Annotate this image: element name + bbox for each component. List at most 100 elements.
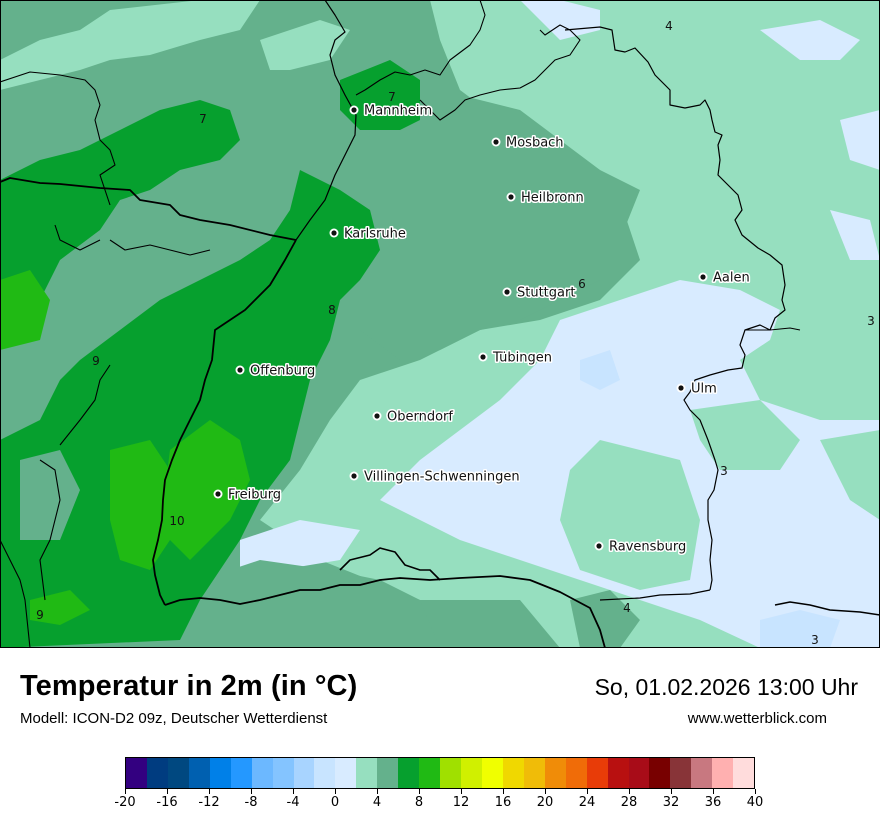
contour-label: 3 — [811, 633, 819, 647]
colorbar-segment — [440, 758, 461, 788]
colorbar-segment — [230, 758, 252, 788]
border-schaffhausen — [339, 547, 441, 581]
colorbar-tick — [124, 789, 126, 794]
colorbar-tick — [586, 789, 588, 794]
colorbar-tick — [250, 789, 252, 794]
temp-field-0-2-n — [520, 0, 600, 40]
colorbar-segment — [272, 758, 294, 788]
city-marker[interactable]: Freiburg — [213, 486, 283, 504]
city-label: Ravensburg — [609, 540, 686, 555]
city-dot-icon — [331, 230, 337, 236]
border-lake — [599, 589, 711, 601]
contour-label: 3 — [867, 314, 875, 328]
colorbar-ticks: -20 -16 -12 -8 -4 0 4 8 12 16 20 24 28 32 36 40 — [114, 789, 763, 819]
colorbar-segment — [126, 758, 147, 788]
border-hessen-2 — [419, 24, 581, 121]
temp-field-10-12 — [165, 420, 250, 560]
city-dot-icon — [351, 473, 357, 479]
city-label: Tübingen — [492, 351, 552, 366]
colorbar-tick — [544, 789, 546, 794]
city-marker[interactable]: Tübingen — [478, 349, 554, 367]
colorbar-segment — [167, 758, 189, 788]
colorbar-segment — [712, 758, 734, 788]
colorbar-tick — [334, 789, 336, 794]
temp-field-6-8-south — [200, 560, 440, 648]
border-sw — [0, 539, 31, 648]
city-marker[interactable]: Stuttgart — [502, 284, 577, 302]
colorbar-segment — [733, 758, 755, 788]
border-sw-2 — [39, 459, 61, 601]
contour-label: 3 — [720, 464, 728, 478]
contour-label: 4 — [623, 601, 631, 615]
city-marker[interactable]: Villingen-Schwenningen — [349, 468, 521, 486]
temp-field-m2-0 — [580, 350, 620, 390]
colorbar-segment — [251, 758, 273, 788]
contour-label: 9 — [36, 608, 44, 622]
city-marker[interactable]: Ulm — [676, 380, 718, 398]
temp-field-4-6-ravensburg — [560, 440, 700, 590]
contour-label: 6 — [578, 277, 586, 291]
temperature-map: 4 7 7 6 8 3 9 3 10 9 4 3 Mannheim Mosbach Heilbronn Ka… — [0, 0, 880, 648]
model-subtitle: Modell: ICON-D2 09z, Deutscher Wetterdie… — [20, 710, 328, 727]
contour-label: 9 — [92, 354, 100, 368]
temp-field-0-2-sw — [240, 520, 360, 570]
temp-field-4-6-se — [820, 430, 880, 520]
colorbar-tick — [628, 789, 630, 794]
city-marker[interactable]: Oberndorf — [372, 408, 455, 426]
colorbar-tick-label: -12 — [198, 795, 220, 810]
contour-label: 10 — [169, 514, 184, 528]
contour-label: 4 — [665, 19, 673, 33]
colorbar-tick — [502, 789, 504, 794]
colorbar-tick — [166, 789, 168, 794]
city-label: Mannheim — [364, 104, 432, 119]
colorbar-tick-label: -8 — [244, 795, 258, 810]
temp-field-m2-0-se — [760, 610, 840, 648]
city-marker[interactable]: Heilbronn — [506, 189, 585, 207]
temp-field-0-2-e2 — [830, 210, 880, 260]
city-label: Villingen-Schwenningen — [364, 470, 520, 485]
city-marker[interactable]: Aalen — [698, 269, 751, 287]
colorbar-tick — [460, 789, 462, 794]
colorbar-segment — [461, 758, 482, 788]
city-marker[interactable]: Mannheim — [349, 102, 434, 120]
temp-field-6-8-vosges — [0, 340, 60, 440]
temp-field-4-6-ulm — [690, 400, 800, 470]
colorbar-tick-label: 32 — [662, 795, 680, 810]
temp-field-10-12-alsace — [110, 440, 170, 570]
border-rhine — [152, 239, 297, 606]
colorbar-tick — [208, 789, 210, 794]
colorbar-segment — [188, 758, 210, 788]
temp-field-8-10-nw — [0, 100, 240, 310]
colorbar-tick-label: 4 — [372, 795, 382, 810]
city-label: Freiburg — [228, 488, 281, 503]
colorbar-segment — [356, 758, 378, 788]
city-marker[interactable]: Offenburg — [235, 362, 317, 380]
colorbar-tick-label: -20 — [114, 795, 136, 810]
city-label: Oberndorf — [387, 410, 453, 425]
city-label: Ulm — [691, 382, 717, 397]
city-label: Offenburg — [250, 364, 315, 379]
colorbar-tick-label: 36 — [704, 795, 722, 810]
city-marker[interactable]: Mosbach — [491, 134, 565, 152]
website-link[interactable]: www.wetterblick.com — [687, 710, 827, 727]
colorbar-segment — [628, 758, 650, 788]
border-saar — [0, 71, 116, 206]
colorbar-segment — [377, 758, 399, 788]
border-bavaria — [564, 26, 786, 591]
footer: Temperatur in 2m (in °C) Modell: ICON-D2… — [0, 648, 880, 830]
colorbar-tick-label: 24 — [578, 795, 596, 810]
forecast-datetime: So, 01.02.2026 13:00 Uhr — [594, 674, 858, 700]
colorbar-segment — [607, 758, 629, 788]
border-alsace — [59, 364, 111, 446]
city-label: Mosbach — [506, 136, 564, 151]
colorbar-tick-label: 20 — [536, 795, 554, 810]
colorbar-segment — [419, 758, 441, 788]
temp-field-10-12-w — [0, 270, 50, 350]
city-dot-icon — [237, 367, 243, 373]
colorbar-tick-label: 16 — [494, 795, 512, 810]
contour-labels: 4 7 7 6 8 3 9 3 10 9 4 3 — [36, 19, 875, 647]
temp-field-6-8-central — [340, 90, 640, 360]
city-label: Karlsruhe — [344, 227, 406, 242]
city-marker[interactable]: Ravensburg — [594, 538, 688, 556]
city-marker[interactable]: Karlsruhe — [329, 225, 407, 243]
